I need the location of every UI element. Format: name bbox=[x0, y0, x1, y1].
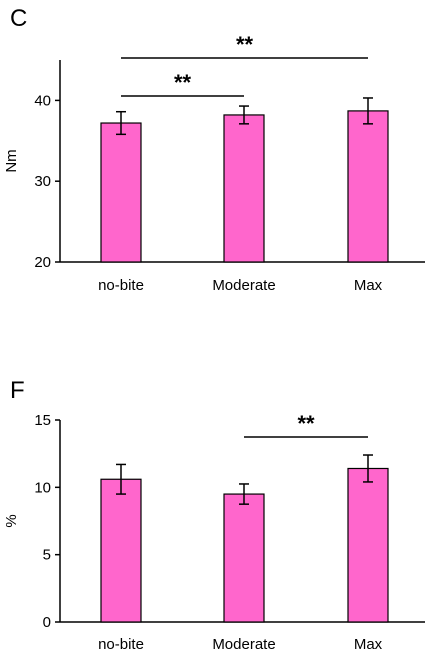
chart-1-significance-stars: ** bbox=[236, 32, 254, 57]
chart-1-y-axis-label: Nm bbox=[3, 149, 20, 172]
chart-2-bar-Moderate bbox=[223, 493, 265, 623]
chart-1-significance-stars: ** bbox=[174, 70, 192, 95]
chart-2-bar-no-bite bbox=[100, 478, 142, 623]
chart-1-bar-Moderate bbox=[223, 114, 265, 263]
chart-1-category-label: Moderate bbox=[212, 277, 275, 294]
chart-2-category-label: Moderate bbox=[212, 636, 275, 653]
chart-1-bar-no-bite bbox=[100, 122, 142, 263]
chart-1-y-tick-label: 40 bbox=[34, 92, 51, 109]
chart-1-y-tick-label: 30 bbox=[34, 173, 51, 190]
chart-2-bar-Max bbox=[347, 467, 389, 623]
chart-2-category-label: Max bbox=[354, 636, 383, 653]
chart-2-panel-label: F bbox=[10, 377, 25, 404]
chart-2-y-tick-label: 15 bbox=[34, 412, 51, 429]
chart-1-category-label: no-bite bbox=[98, 277, 144, 294]
chart-1-panel-label: C bbox=[10, 5, 27, 32]
chart-2-y-tick-label: 10 bbox=[34, 479, 51, 496]
chart-2-y-axis-label: % bbox=[3, 514, 20, 527]
chart-1-category-label: Max bbox=[354, 277, 383, 294]
chart-2-y-tick-label: 5 bbox=[43, 547, 51, 564]
chart-2-significance-stars: ** bbox=[297, 411, 315, 436]
chart-1-bar-Max bbox=[347, 110, 389, 263]
chart-2-y-tick-label: 0 bbox=[43, 614, 51, 631]
chart-1-y-tick-label: 20 bbox=[34, 254, 51, 271]
chart-2-category-label: no-bite bbox=[98, 636, 144, 653]
